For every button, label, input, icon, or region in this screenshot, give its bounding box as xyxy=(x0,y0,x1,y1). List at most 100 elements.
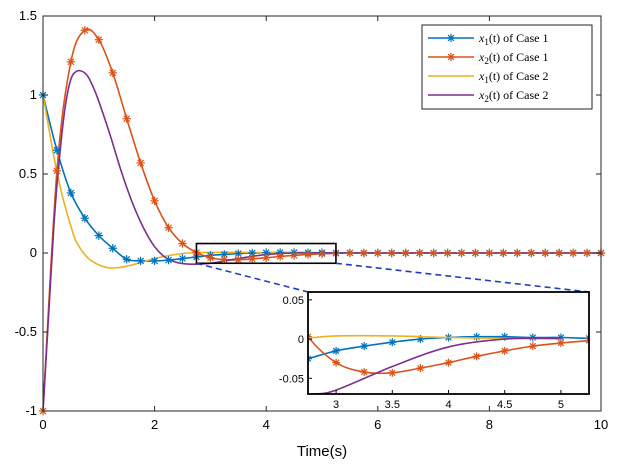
inset-x-tick-label-1: 3.5 xyxy=(385,399,400,411)
series-1-point-3 xyxy=(80,214,90,223)
series-2-point-24 xyxy=(373,248,382,258)
series-2-point-28 xyxy=(429,248,438,258)
series-2-point-13 xyxy=(220,255,229,264)
series-2-point-26 xyxy=(401,248,410,258)
series-2-point-25 xyxy=(387,248,396,258)
series-2-point-5 xyxy=(108,68,117,78)
series-1-point-6 xyxy=(122,255,131,264)
series-1-point-9 xyxy=(164,255,173,265)
legend-sub-2: 2 xyxy=(484,56,489,66)
series-2-point-1 xyxy=(52,166,62,176)
inset-series-2-point-14 xyxy=(388,368,397,377)
series-2-point-6 xyxy=(122,114,131,123)
inset-y-tick-label-1: 0 xyxy=(298,334,304,346)
inset-series-1-point-17 xyxy=(472,332,481,341)
x-tick-label-2: 4 xyxy=(263,417,270,432)
series-1-point-7 xyxy=(136,256,145,266)
y-tick-label-5: -1 xyxy=(25,403,37,418)
series-2-point-22 xyxy=(345,248,355,258)
legend: x1(t) of Case 1x2(t) of Case 1x1(t) of C… xyxy=(421,24,593,110)
inset-x-tick-label-3: 4.5 xyxy=(497,399,512,411)
x-tick-label-3: 6 xyxy=(374,417,381,432)
legend-label-2: x2(t) of Case 1 xyxy=(478,50,548,66)
inset-series-2-point-21 xyxy=(585,336,589,345)
inset-series-2-point-18 xyxy=(500,346,509,355)
series-2-point-35 xyxy=(527,248,536,258)
zoom-connector-left xyxy=(196,262,309,293)
y-tick-label-1: 1 xyxy=(30,87,37,102)
inset-series-1-point-12 xyxy=(332,346,341,355)
inset-x-tick-label-0: 3 xyxy=(333,399,339,411)
series-1-point-4 xyxy=(94,231,103,240)
inset-y-tick-label-2: -0.05 xyxy=(279,373,304,385)
x-tick-label-0: 0 xyxy=(39,417,46,432)
main-markers-group xyxy=(38,26,606,416)
series-2-point-3 xyxy=(80,26,90,35)
series-2-point-29 xyxy=(443,248,452,258)
legend-var-4: x xyxy=(478,88,485,102)
x-tick-label-1: 2 xyxy=(151,417,158,432)
series-2-point-33 xyxy=(499,248,508,258)
series-1-point-2 xyxy=(66,188,76,198)
inset-chart: 3 3.5 4 4.5 5 0.05 0 -0.05 xyxy=(279,291,590,411)
legend-sub-1: 1 xyxy=(484,37,489,47)
series-1-point-5 xyxy=(108,244,117,253)
inset-series-2-point-13 xyxy=(360,368,369,377)
series-2-point-36 xyxy=(541,248,550,258)
x-tick-label-5: 10 xyxy=(594,417,608,432)
series-2-point-37 xyxy=(554,248,564,258)
series-1-point-16 xyxy=(262,248,271,257)
legend-rest-4: (t) of Case 2 xyxy=(489,88,549,102)
legend-rest-2: (t) of Case 1 xyxy=(489,50,549,64)
legend-sub-4: 2 xyxy=(484,94,489,104)
series-2-point-4 xyxy=(94,35,103,44)
inset-series-2-point-16 xyxy=(444,358,453,367)
zoom-connector-right xyxy=(335,262,590,293)
inset-series-2-point-19 xyxy=(528,342,537,351)
series-2-point-20 xyxy=(317,249,327,258)
legend-label-4: x2(t) of Case 2 xyxy=(478,88,548,104)
series-2-point-18 xyxy=(289,251,299,260)
zoom-rectangle xyxy=(195,242,337,265)
y-tick-label-3: 0 xyxy=(30,245,37,260)
inset-y-tick-label-0: 0.05 xyxy=(283,295,304,307)
series-2-point-38 xyxy=(568,248,578,258)
inset-series-group xyxy=(308,332,589,394)
legend-label-3: x1(t) of Case 2 xyxy=(478,69,548,85)
legend-marker-1 xyxy=(446,33,456,43)
series-2-point-9 xyxy=(164,223,173,232)
series-2-point-16 xyxy=(262,253,271,262)
series-2-point-30 xyxy=(457,248,466,258)
series-2-point-15 xyxy=(248,254,257,264)
series-2-point-2 xyxy=(66,57,76,67)
inset-series-2-point-12 xyxy=(332,358,341,367)
inset-x-tick-label-2: 4 xyxy=(445,399,451,411)
inset-series-1-point-13 xyxy=(360,342,369,351)
inset-background xyxy=(308,292,589,394)
inset-series-2-point-17 xyxy=(472,352,481,361)
legend-marker-2 xyxy=(446,52,456,62)
series-2-point-19 xyxy=(303,250,313,259)
legend-label-1: x1(t) of Case 1 xyxy=(478,31,548,47)
series-2-point-27 xyxy=(415,248,424,258)
series-2-point-31 xyxy=(471,248,480,258)
series-1-point-8 xyxy=(150,256,159,266)
legend-sub-3: 1 xyxy=(484,75,489,85)
series-2-point-32 xyxy=(485,248,494,258)
x-axis: 0 2 4 6 8 10 xyxy=(39,16,608,432)
inset-series-1-point-11 xyxy=(308,354,312,363)
series-2-point-8 xyxy=(150,196,159,206)
zoom-indicator xyxy=(195,242,590,293)
legend-var-1: x xyxy=(478,31,485,45)
legend-var-3: x xyxy=(478,69,485,83)
x-tick-label-4: 8 xyxy=(486,417,493,432)
inset-series-1-point-14 xyxy=(388,338,397,347)
series-2-point-7 xyxy=(136,158,145,168)
series-2-point-23 xyxy=(359,248,369,258)
inset-x-tick-label-4: 5 xyxy=(558,399,564,411)
y-tick-label-4: -0.5 xyxy=(15,324,37,339)
inset-series-2-point-15 xyxy=(416,364,425,373)
legend-rest-1: (t) of Case 1 xyxy=(489,31,549,45)
series-2-point-12 xyxy=(206,253,215,262)
